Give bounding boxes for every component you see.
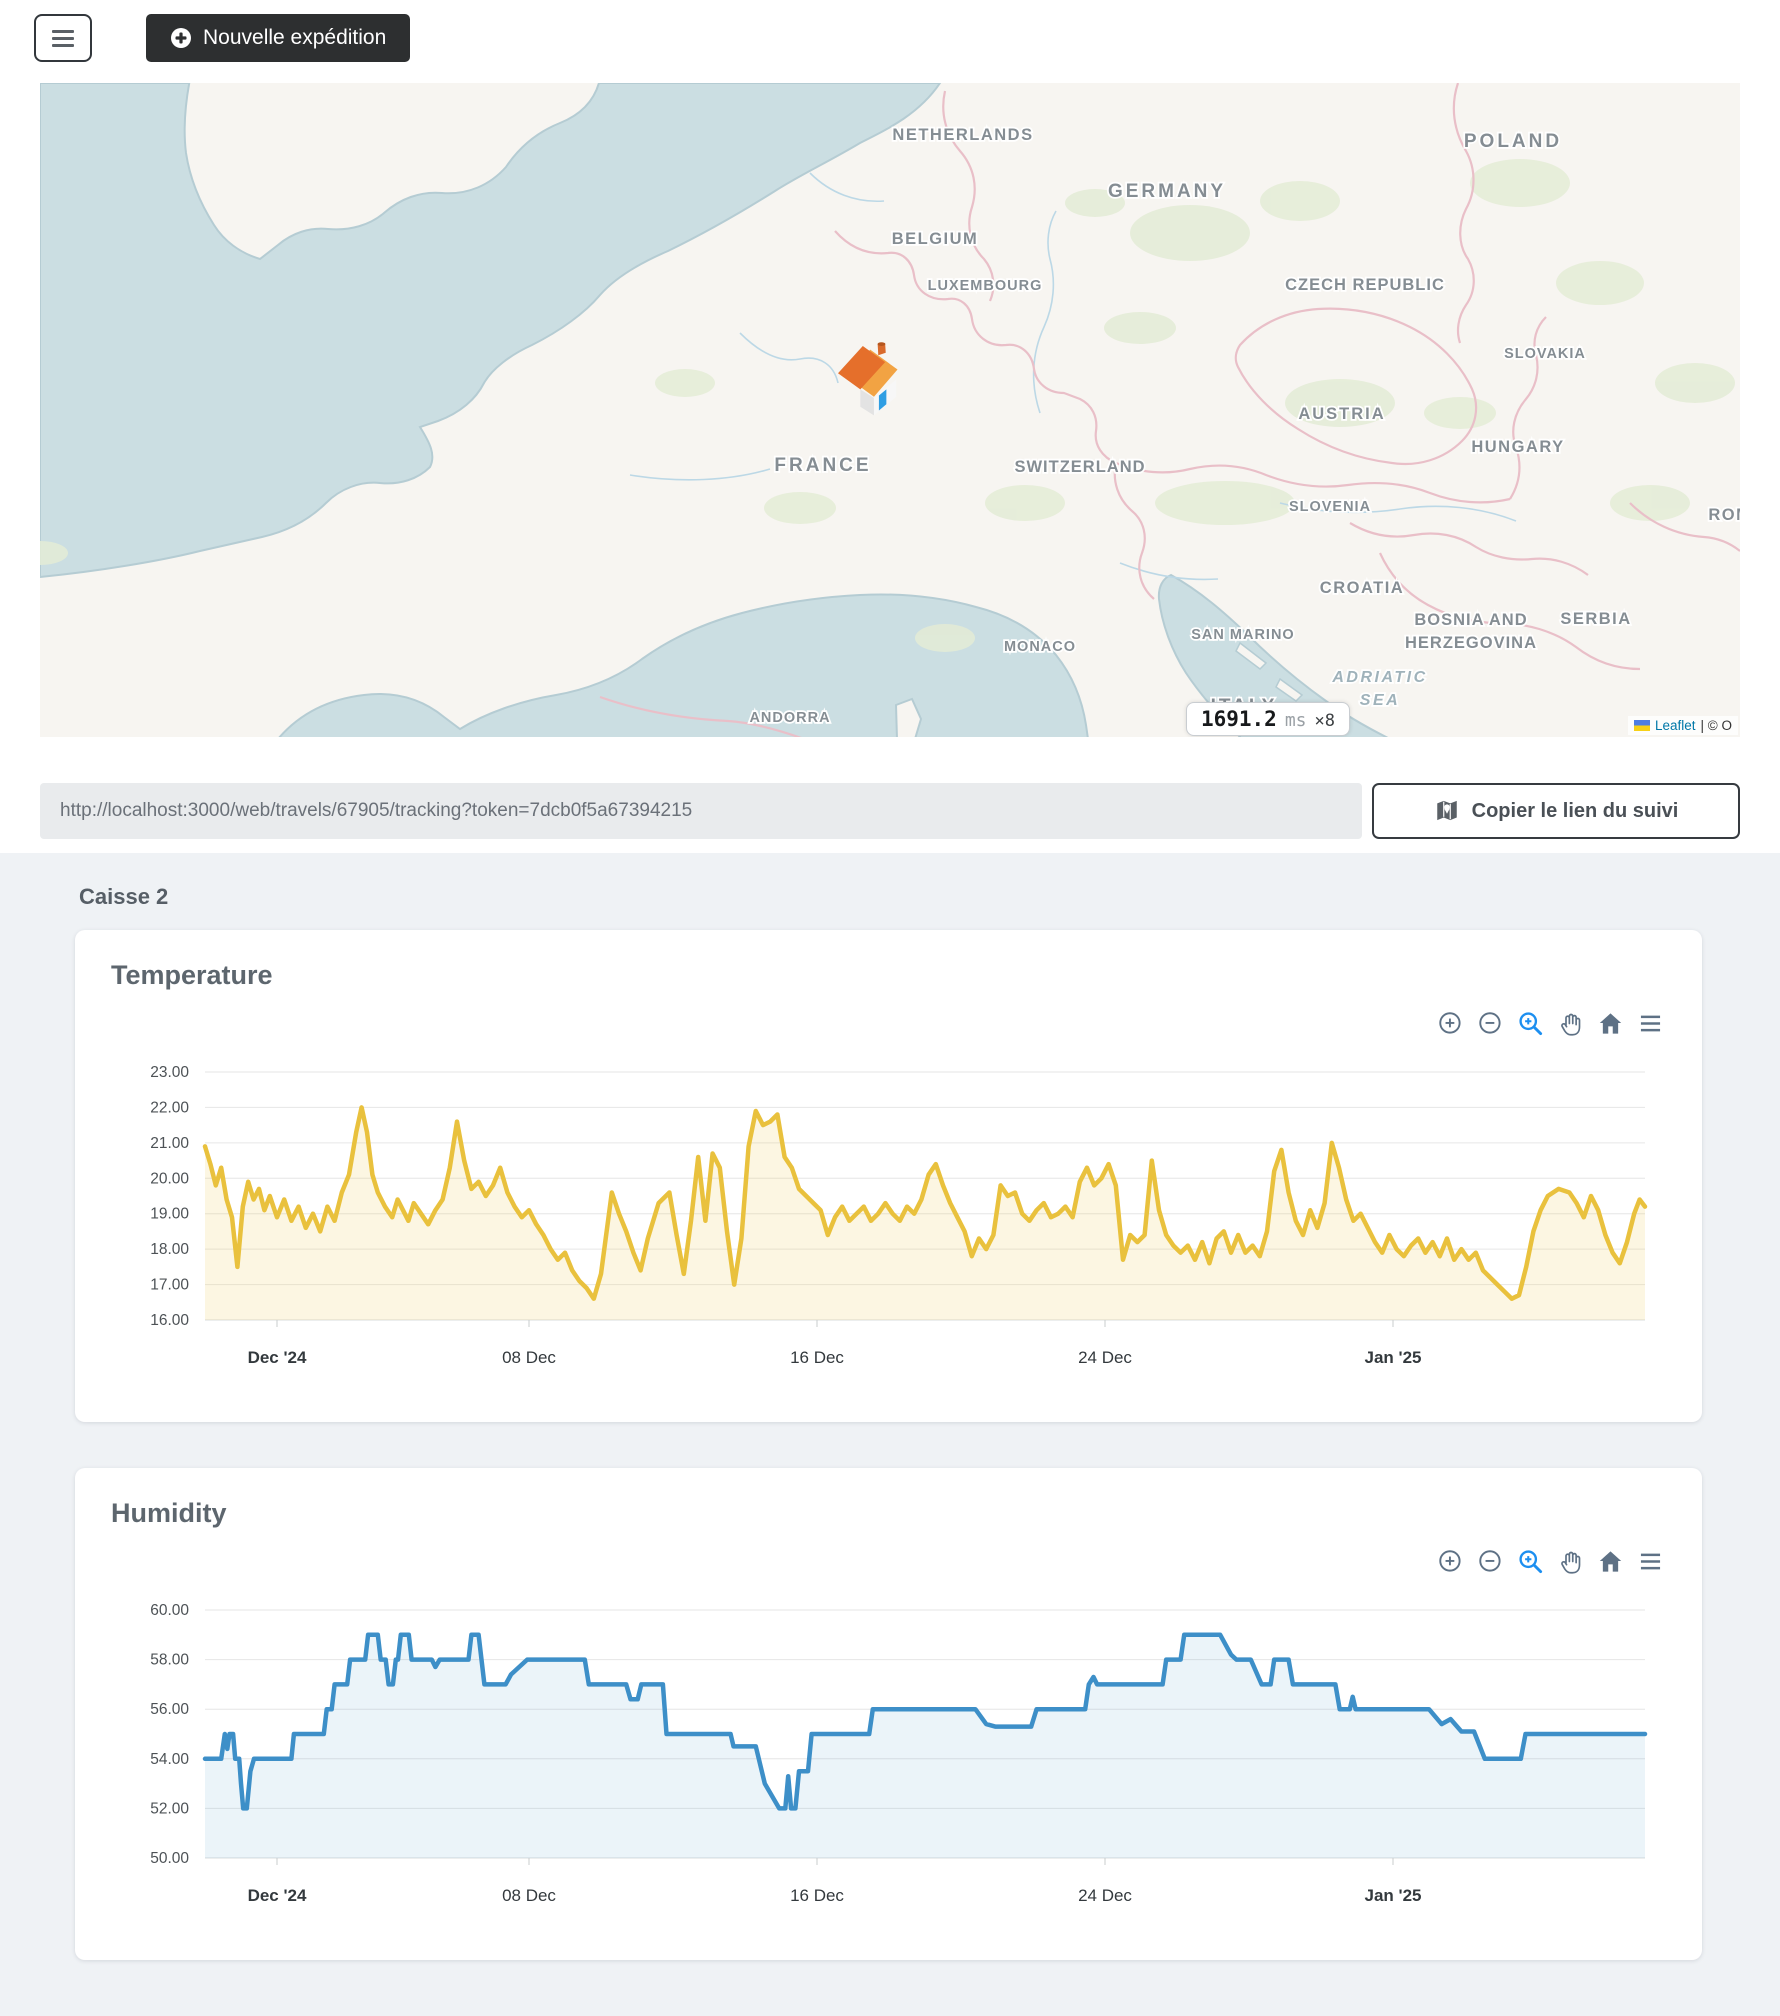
selection-zoom-icon[interactable] — [1517, 1010, 1544, 1037]
svg-text:21.00: 21.00 — [150, 1135, 189, 1152]
house-marker[interactable] — [838, 342, 898, 416]
selection-zoom-icon[interactable] — [1517, 1548, 1544, 1575]
country-borders — [599, 83, 1740, 737]
svg-text:16 Dec: 16 Dec — [790, 1348, 844, 1367]
humidity-chart[interactable]: 50.00 52.00 54.00 56.00 58.00 60.00 Dec '24 08 … — [85, 1563, 1700, 1913]
map-label: HUNGARY — [1471, 438, 1564, 456]
menu-button[interactable] — [34, 14, 92, 62]
plus-circle-icon — [171, 28, 191, 48]
map-attribution: Leaflet | © O — [1627, 716, 1738, 735]
new-shipment-label: Nouvelle expédition — [203, 26, 387, 49]
pan-icon[interactable] — [1557, 1010, 1584, 1037]
svg-text:22.00: 22.00 — [150, 1099, 189, 1116]
humidity-chart-title: Humidity — [111, 1498, 227, 1528]
humidity-chart-toolbar — [1437, 1548, 1664, 1575]
country-labels: NETHERLANDS POLAND GERMANY BELGIUM LUXEMBOUR… — [748, 124, 1740, 728]
zoom-out-icon[interactable] — [1477, 1548, 1504, 1575]
svg-text:Dec '24: Dec '24 — [248, 1886, 307, 1905]
perf-unit: ms — [1284, 710, 1307, 731]
zoom-in-icon[interactable] — [1437, 1548, 1464, 1575]
svg-text:60.00: 60.00 — [150, 1602, 189, 1619]
svg-text:08 Dec: 08 Dec — [502, 1886, 556, 1905]
svg-text:19.00: 19.00 — [150, 1206, 189, 1223]
map-label: GERMANY — [1108, 181, 1226, 202]
map-label: SLOVAKIA — [1504, 346, 1586, 362]
map-label: ADRIATIC SEA — [1331, 669, 1427, 709]
svg-text:08 Dec: 08 Dec — [502, 1348, 556, 1367]
perf-value: 1691.2 — [1200, 707, 1277, 731]
map-label: MONACO — [1004, 639, 1076, 655]
svg-text:16 Dec: 16 Dec — [790, 1886, 844, 1905]
svg-text:18.00: 18.00 — [150, 1241, 189, 1258]
map[interactable]: NETHERLANDS POLAND GERMANY BELGIUM LUXEMBOUR… — [40, 83, 1740, 737]
svg-text:52.00: 52.00 — [150, 1800, 189, 1817]
map-label: AUSTRIA — [1298, 405, 1385, 423]
new-shipment-button[interactable]: Nouvelle expédition — [146, 14, 411, 62]
tracking-url-input[interactable] — [40, 783, 1362, 839]
forest-patches — [40, 159, 1735, 652]
zoom-out-icon[interactable] — [1477, 1010, 1504, 1037]
copy-button-label: Copier le lien du suivi — [1471, 799, 1679, 822]
map-label: FRANCE — [774, 455, 871, 476]
map-label: SAN MARINO — [1191, 627, 1294, 643]
hamburger-icon — [52, 29, 74, 47]
svg-text:24 Dec: 24 Dec — [1078, 1886, 1132, 1905]
map-label: CROATIA — [1320, 579, 1404, 597]
map-label: LUXEMBOURG — [928, 278, 1043, 294]
copy-tracking-link-button[interactable]: Copier le lien du suivi — [1372, 783, 1740, 839]
svg-text:58.00: 58.00 — [150, 1652, 189, 1669]
map-label: BOSNIA AND HERZEGOVINA — [1405, 611, 1537, 652]
reset-zoom-home-icon[interactable] — [1597, 1548, 1624, 1575]
map-label: POLAND — [1464, 131, 1562, 152]
chart-menu-icon[interactable] — [1637, 1010, 1664, 1037]
temperature-chart-title: Temperature — [111, 960, 273, 990]
map-label: ANDORRA — [749, 710, 830, 726]
temperature-card: Temperature 16.00 17.00 18.00 19.00 20.00 21.… — [75, 930, 1702, 1422]
map-label: SWITZERLAND — [1014, 458, 1145, 476]
map-pin-icon — [1436, 800, 1457, 821]
svg-text:50.00: 50.00 — [150, 1850, 189, 1867]
svg-text:Jan '25: Jan '25 — [1365, 1348, 1422, 1367]
perf-multiplier: ×8 — [1314, 711, 1335, 731]
temperature-chart[interactable]: 16.00 17.00 18.00 19.00 20.00 21.00 22.00 23.00… — [85, 1025, 1700, 1375]
attribution-rest: | © O — [1700, 718, 1732, 733]
svg-text:Jan '25: Jan '25 — [1365, 1886, 1422, 1905]
svg-text:16.00: 16.00 — [150, 1312, 189, 1329]
svg-text:Dec '24: Dec '24 — [248, 1348, 307, 1367]
humidity-card: Humidity 50.00 52.00 54.00 56.00 58.00 60.00 D… — [75, 1468, 1702, 1960]
perf-badge: 1691.2 ms ×8 — [1185, 702, 1350, 736]
chart-menu-icon[interactable] — [1637, 1548, 1664, 1575]
map-label: SERBIA — [1560, 610, 1631, 628]
map-label: BELGIUM — [892, 230, 979, 248]
map-label: SLOVENIA — [1289, 499, 1371, 515]
svg-text:20.00: 20.00 — [150, 1170, 189, 1187]
rivers — [629, 172, 1517, 581]
map-label: CZECH REPUBLIC — [1285, 276, 1445, 294]
ukraine-flag-icon — [1633, 720, 1650, 731]
reset-zoom-home-icon[interactable] — [1597, 1010, 1624, 1037]
pan-icon[interactable] — [1557, 1548, 1584, 1575]
svg-text:54.00: 54.00 — [150, 1751, 189, 1768]
svg-text:23.00: 23.00 — [150, 1064, 189, 1081]
svg-text:17.00: 17.00 — [150, 1277, 189, 1294]
leaflet-link[interactable]: Leaflet — [1654, 718, 1696, 733]
zoom-in-icon[interactable] — [1437, 1010, 1464, 1037]
map-label: ROMANIA — [1708, 506, 1740, 524]
temperature-chart-toolbar — [1437, 1010, 1664, 1037]
map-canvas: NETHERLANDS POLAND GERMANY BELGIUM LUXEMBOUR… — [40, 83, 1740, 737]
map-label: NETHERLANDS — [892, 126, 1033, 144]
section-title: Caisse 2 — [79, 884, 169, 909]
svg-text:56.00: 56.00 — [150, 1701, 189, 1718]
svg-text:24 Dec: 24 Dec — [1078, 1348, 1132, 1367]
